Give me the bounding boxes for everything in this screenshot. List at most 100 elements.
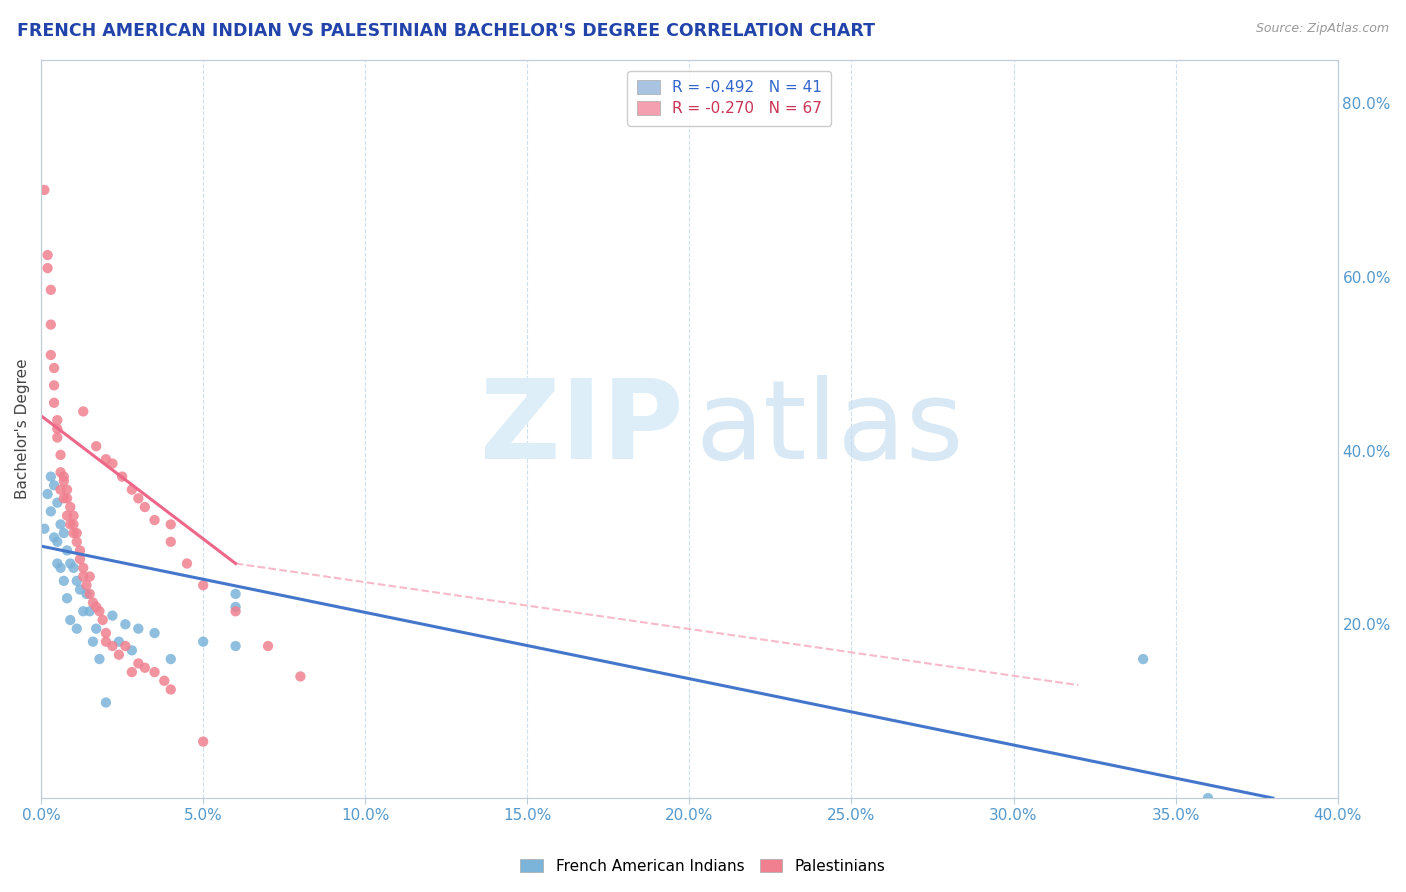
Point — [108, 634, 131, 648]
Point — [101, 457, 124, 471]
Point — [127, 622, 149, 636]
Point — [159, 517, 181, 532]
Point — [121, 665, 143, 679]
Point — [153, 673, 176, 688]
Point — [59, 613, 82, 627]
Point — [52, 526, 75, 541]
Point — [134, 500, 156, 514]
Point — [66, 574, 89, 588]
Point — [42, 530, 65, 544]
Point — [159, 534, 181, 549]
Text: FRENCH AMERICAN INDIAN VS PALESTINIAN BACHELOR'S DEGREE CORRELATION CHART: FRENCH AMERICAN INDIAN VS PALESTINIAN BA… — [17, 22, 875, 40]
Point — [49, 448, 72, 462]
Point — [193, 734, 215, 748]
Point — [114, 639, 136, 653]
Point — [91, 613, 114, 627]
Point — [37, 261, 59, 276]
Point — [94, 696, 117, 710]
Point — [127, 657, 149, 671]
Text: ZIP: ZIP — [479, 376, 683, 483]
Point — [1197, 791, 1219, 805]
Point — [46, 430, 69, 444]
Point — [37, 248, 59, 262]
Point — [49, 483, 72, 497]
Point — [84, 439, 107, 453]
Point — [37, 487, 59, 501]
Point — [76, 587, 98, 601]
Point — [39, 318, 62, 332]
Point — [108, 648, 131, 662]
Point — [225, 599, 247, 614]
Point — [46, 422, 69, 436]
Point — [127, 491, 149, 506]
Point — [72, 604, 94, 618]
Point — [143, 626, 166, 640]
Point — [42, 396, 65, 410]
Point — [42, 478, 65, 492]
Point — [46, 557, 69, 571]
Point — [225, 604, 247, 618]
Point — [49, 561, 72, 575]
Point — [52, 491, 75, 506]
Point — [193, 634, 215, 648]
Point — [114, 617, 136, 632]
Point — [42, 361, 65, 376]
Point — [134, 661, 156, 675]
Point — [34, 183, 56, 197]
Point — [94, 634, 117, 648]
Point — [159, 682, 181, 697]
Point — [225, 587, 247, 601]
Point — [94, 452, 117, 467]
Point — [84, 622, 107, 636]
Point — [176, 557, 198, 571]
Point — [79, 587, 101, 601]
Point — [59, 557, 82, 571]
Point — [257, 639, 280, 653]
Point — [56, 543, 79, 558]
Point — [121, 643, 143, 657]
Point — [62, 526, 84, 541]
Point — [143, 513, 166, 527]
Point — [52, 574, 75, 588]
Point — [49, 465, 72, 479]
Point — [79, 604, 101, 618]
Point — [121, 483, 143, 497]
Point — [39, 469, 62, 483]
Point — [72, 404, 94, 418]
Point — [49, 517, 72, 532]
Point — [42, 378, 65, 392]
Point — [46, 496, 69, 510]
Point — [66, 534, 89, 549]
Point — [46, 534, 69, 549]
Legend: R = -0.492   N = 41, R = -0.270   N = 67: R = -0.492 N = 41, R = -0.270 N = 67 — [627, 71, 831, 126]
Point — [69, 552, 91, 566]
Point — [56, 483, 79, 497]
Point — [56, 591, 79, 606]
Point — [39, 504, 62, 518]
Point — [290, 669, 312, 683]
Point — [62, 508, 84, 523]
Point — [56, 508, 79, 523]
Point — [52, 474, 75, 488]
Legend: French American Indians, Palestinians: French American Indians, Palestinians — [515, 853, 891, 880]
Point — [56, 491, 79, 506]
Point — [1132, 652, 1154, 666]
Point — [39, 348, 62, 362]
Point — [46, 413, 69, 427]
Text: Source: ZipAtlas.com: Source: ZipAtlas.com — [1256, 22, 1389, 36]
Point — [89, 604, 111, 618]
Point — [94, 626, 117, 640]
Point — [82, 596, 104, 610]
Point — [66, 622, 89, 636]
Point — [82, 634, 104, 648]
Point — [225, 639, 247, 653]
Point — [52, 469, 75, 483]
Point — [72, 561, 94, 575]
Text: atlas: atlas — [696, 376, 965, 483]
Point — [143, 665, 166, 679]
Point — [62, 517, 84, 532]
Point — [62, 561, 84, 575]
Point — [76, 578, 98, 592]
Point — [84, 599, 107, 614]
Point — [39, 283, 62, 297]
